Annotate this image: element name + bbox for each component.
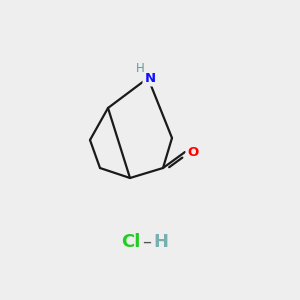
Text: –: – — [142, 233, 152, 251]
Text: H: H — [136, 61, 144, 74]
Text: O: O — [188, 146, 199, 158]
Text: N: N — [144, 71, 156, 85]
Text: H: H — [154, 233, 169, 251]
Text: Cl: Cl — [121, 233, 141, 251]
